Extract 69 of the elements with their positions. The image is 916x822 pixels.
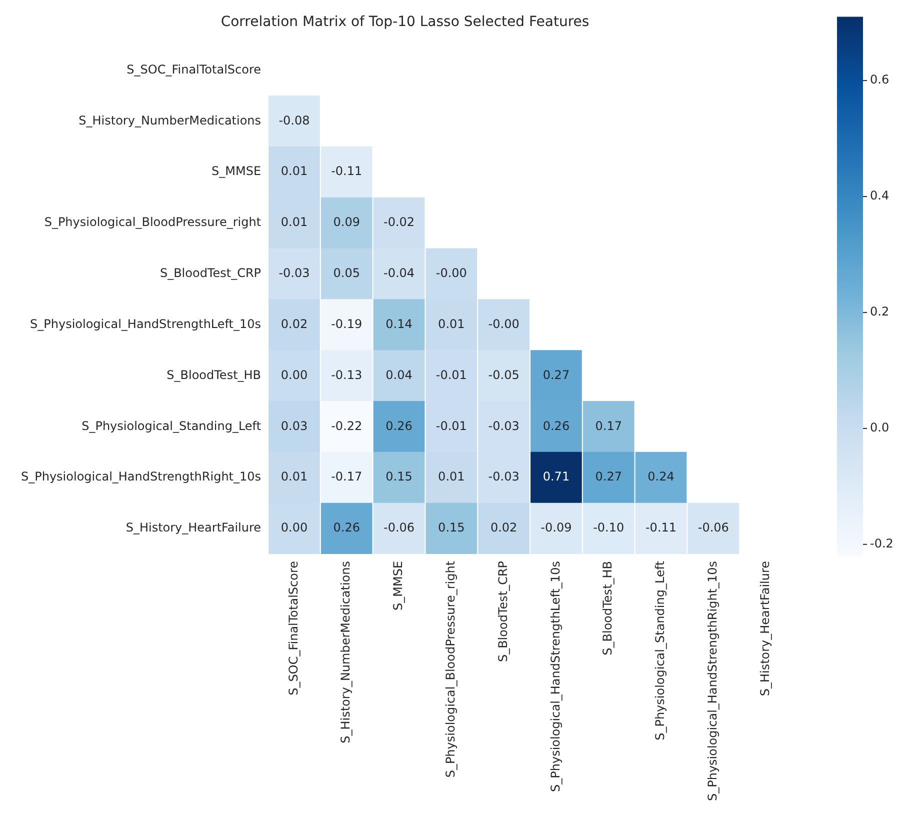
x-tick-label: S_Physiological_HandStrengthLeft_10s: [548, 560, 562, 792]
x-tick-label: S_Physiological_Standing_Left: [653, 560, 668, 740]
data-label: -0.02: [383, 215, 415, 230]
data-label: 0.05: [333, 266, 360, 280]
color-bar-label: 0.6: [870, 72, 890, 87]
data-label: -0.09: [540, 520, 572, 535]
data-label: 0.14: [386, 316, 412, 331]
y-tick-label: S_SOC_FinalTotalScore: [126, 62, 262, 76]
chart-title: Correlation Matrix of Top-10 Lasso Selected Features: [220, 14, 590, 30]
y-tick-label: S_History_HeartFailure: [126, 520, 262, 535]
data-label: -0.06: [383, 520, 415, 535]
y-tick-label: S_History_NumberMedications: [78, 113, 262, 128]
y-tick-label: S_Physiological_HandStrengthRight_10s: [21, 470, 262, 484]
data-label: -0.03: [488, 470, 520, 484]
data-label: -0.04: [383, 266, 415, 280]
data-label: 0.01: [438, 470, 465, 484]
color-bar-label: -0.2: [870, 536, 894, 550]
data-label: -0.06: [698, 520, 729, 535]
data-label: 0.17: [595, 418, 622, 433]
data-label: 0.15: [386, 470, 412, 484]
x-tick-label: S_BloodTest_HB: [600, 560, 615, 656]
x-tick-label: S_MMSE: [391, 560, 406, 610]
data-label: -0.11: [645, 520, 677, 535]
y-tick-label: S_Physiological_HandStrengthLeft_10s: [30, 316, 262, 331]
color-bar-label: 0.4: [870, 188, 890, 203]
x-tick-label: S_BloodTest_CRP: [496, 560, 510, 662]
data-label: 0.15: [438, 520, 465, 535]
y-tick-label: S_MMSE: [212, 164, 262, 178]
color-bar-label: 0.0: [870, 420, 890, 435]
y-tick-label: S_BloodTest_HB: [166, 368, 262, 382]
data-label: 0.01: [280, 470, 308, 484]
data-label: -0.11: [331, 164, 362, 178]
data-label: 0.24: [648, 470, 674, 484]
data-label: -0.00: [488, 316, 520, 331]
x-tick-label: S_History_HeartFailure: [758, 560, 772, 696]
color-bar-label: 0.2: [870, 304, 890, 319]
y-tick-label: S_Physiological_Standing_Left: [82, 418, 262, 433]
data-label: 0.02: [490, 520, 518, 535]
data-label: 0.00: [280, 368, 308, 382]
data-label: 0.02: [280, 316, 308, 331]
y-tick-label: S_Physiological_BloodPressure_right: [44, 215, 262, 230]
data-label: 0.26: [386, 418, 412, 433]
data-label: 0.09: [333, 215, 360, 230]
data-label: -0.08: [278, 113, 310, 128]
data-label: 0.01: [438, 316, 465, 331]
data-label: 0.71: [542, 470, 570, 484]
data-label: 0.01: [280, 164, 308, 178]
data-label: 0.00: [280, 520, 308, 535]
data-label: -0.05: [488, 368, 520, 382]
data-label: -0.17: [331, 470, 362, 484]
data-label: 0.01: [280, 215, 308, 230]
data-label: 0.04: [386, 368, 412, 382]
data-label: -0.01: [436, 418, 467, 433]
data-label: 0.26: [542, 418, 570, 433]
data-label: -0.03: [488, 418, 520, 433]
data-label: -0.22: [331, 418, 362, 433]
data-label: -0.03: [278, 266, 310, 280]
data-label: -0.00: [436, 266, 467, 280]
x-tick-label: S_Physiological_BloodPressure_right: [444, 560, 458, 778]
data-label: 0.03: [280, 418, 308, 433]
data-label: -0.13: [331, 368, 362, 382]
data-label: -0.19: [331, 316, 362, 331]
data-label: 0.27: [542, 368, 570, 382]
data-label: 0.27: [595, 470, 622, 484]
x-tick-label: S_Physiological_HandStrengthRight_10s: [706, 560, 720, 801]
data-label: 0.26: [333, 520, 360, 535]
data-label: -0.01: [436, 368, 467, 382]
data-label: -0.10: [593, 520, 624, 535]
y-tick-label: S_BloodTest_CRP: [160, 266, 262, 280]
